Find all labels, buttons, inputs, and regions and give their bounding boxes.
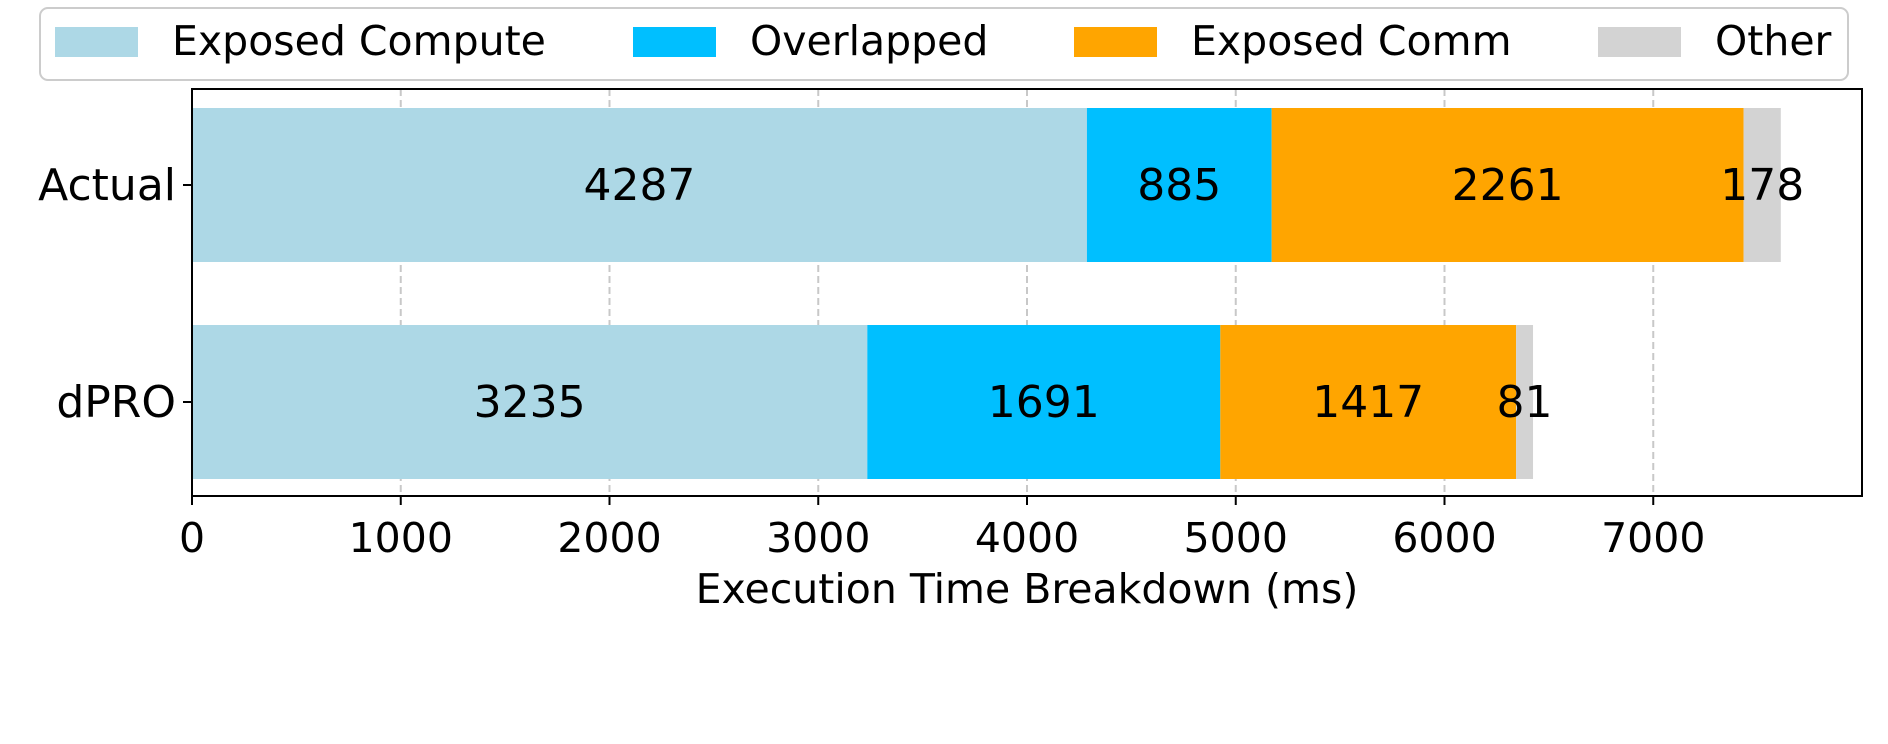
bar-actual-other [1743, 108, 1781, 262]
bar-value-label: 4287 [583, 160, 695, 211]
bar-value-label: 178 [1720, 160, 1804, 211]
bar-actual-overlapped [1086, 108, 1272, 262]
legend: Exposed Compute Overlapped Exposed Comm … [39, 7, 1849, 81]
legend-swatch-exposed-comm [1074, 27, 1157, 57]
bar-value-label: 885 [1137, 160, 1221, 211]
legend-label-other: Other [1715, 17, 1832, 65]
legend-label-exposed-compute: Exposed Compute [172, 17, 546, 65]
bar-dpro-exposed-compute [192, 325, 868, 479]
x-tick-label: 6000 [1392, 514, 1496, 562]
bar-actual-exposed-compute [192, 108, 1087, 262]
x-axis-ticks: 0 1000 2000 3000 4000 5000 6000 7000 [179, 496, 1705, 562]
legend-swatch-overlapped [633, 27, 716, 57]
bar-value-label: 2261 [1452, 160, 1564, 211]
bar-value-labels: 4287 885 2261 178 3235 1691 1417 81 [474, 160, 1805, 428]
legend-swatch-exposed-compute [55, 27, 138, 57]
y-axis-ticks: Actual dPRO [38, 160, 192, 428]
x-tick-label: 1000 [349, 514, 453, 562]
legend-swatch-other [1598, 27, 1681, 57]
bar-actual-exposed-comm [1271, 108, 1744, 262]
legend-label-overlapped: Overlapped [750, 17, 988, 65]
bar-value-label: 1691 [988, 377, 1100, 428]
bars [192, 108, 1781, 479]
legend-label-exposed-comm: Exposed Comm [1191, 17, 1512, 65]
bar-value-label: 1417 [1312, 377, 1424, 428]
x-tick-label: 7000 [1601, 514, 1705, 562]
bar-value-label: 81 [1497, 377, 1553, 428]
y-tick-label: dPRO [56, 377, 176, 428]
x-tick-label: 0 [179, 514, 205, 562]
bar-dpro-exposed-comm [1220, 325, 1517, 479]
x-tick-label: 3000 [766, 514, 870, 562]
x-tick-label: 4000 [975, 514, 1079, 562]
bar-value-label: 3235 [474, 377, 586, 428]
legend-frame [39, 7, 1849, 81]
x-axis-label: Execution Time Breakdown (ms) [696, 565, 1359, 613]
bar-dpro-other [1516, 325, 1534, 479]
bar-dpro-overlapped [867, 325, 1221, 479]
x-tick-label: 5000 [1184, 514, 1288, 562]
y-tick-label: Actual [38, 160, 176, 211]
x-tick-label: 2000 [557, 514, 661, 562]
